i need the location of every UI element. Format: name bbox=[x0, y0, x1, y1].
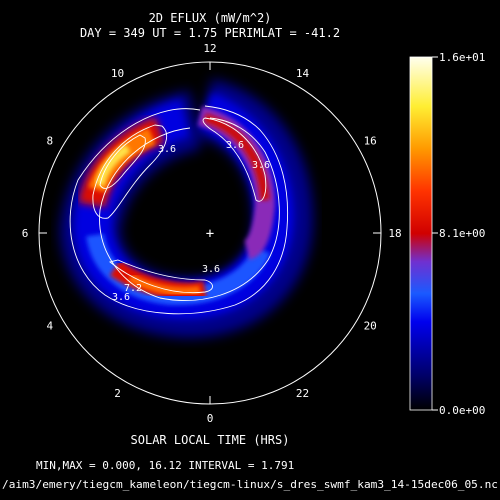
local-time-tick-label: 18 bbox=[388, 227, 401, 240]
local-time-tick-label: 4 bbox=[46, 320, 53, 333]
aurora-field bbox=[59, 78, 314, 339]
local-time-tick-label: 2 bbox=[114, 387, 121, 400]
contour-night-3-6 bbox=[109, 259, 213, 294]
local-time-tick-label: 16 bbox=[364, 135, 377, 148]
local-time-tick-label: 8 bbox=[46, 135, 53, 148]
source-file-path: /aim3/emery/tiegcm_kameleon/tiegcm-linux… bbox=[2, 478, 498, 491]
local-time-tick-label: 14 bbox=[296, 67, 310, 80]
colorbar bbox=[409, 56, 433, 411]
pole-marker: + bbox=[206, 226, 214, 242]
local-time-tick-label: 10 bbox=[111, 67, 124, 80]
chart-subtitle: DAY = 349 UT = 1.75 PERIMLAT = -41.2 bbox=[80, 26, 340, 40]
contour-label: 3.6 bbox=[252, 160, 270, 171]
colorbar-max-label: 1.6e+01 bbox=[439, 51, 485, 64]
contour-dawn-7-2 bbox=[99, 134, 146, 189]
contour-lines bbox=[69, 105, 288, 315]
x-axis-label: SOLAR LOCAL TIME (HRS) bbox=[131, 433, 290, 447]
contour-noon-3-6 bbox=[202, 117, 267, 202]
chart-title: 2D EFLUX (mW/m^2) bbox=[149, 11, 272, 25]
local-time-tick-label: 20 bbox=[364, 320, 377, 333]
local-time-ticks: 0 2 4 6 8 10 12 14 16 18 20 22 bbox=[22, 42, 402, 425]
local-time-tick-label: 12 bbox=[203, 42, 216, 55]
colorbar-min-label: 0.0e+00 bbox=[439, 404, 485, 417]
contour-label: 3.6 bbox=[226, 140, 244, 151]
local-time-tick-label: 22 bbox=[296, 387, 309, 400]
contour-label: 3.6 bbox=[112, 292, 130, 303]
contour-label: 7.2 bbox=[124, 283, 142, 294]
colorbar-mid-label: 8.1e+00 bbox=[439, 227, 485, 240]
contour-label: 3.6 bbox=[158, 144, 176, 155]
local-time-tick-label: 6 bbox=[22, 227, 29, 240]
min-max-interval: MIN,MAX = 0.000, 16.12 INTERVAL = 1.791 bbox=[36, 459, 294, 472]
local-time-tick-label: 0 bbox=[207, 412, 214, 425]
contour-label: 3.6 bbox=[202, 264, 220, 275]
contour-outer bbox=[69, 105, 288, 315]
aurora-red-east bbox=[203, 113, 270, 201]
contour-labels: 3.6 3.6 3.6 3.6 3.6 7.2 bbox=[112, 140, 270, 303]
contour-dawn-3-6 bbox=[92, 124, 168, 219]
